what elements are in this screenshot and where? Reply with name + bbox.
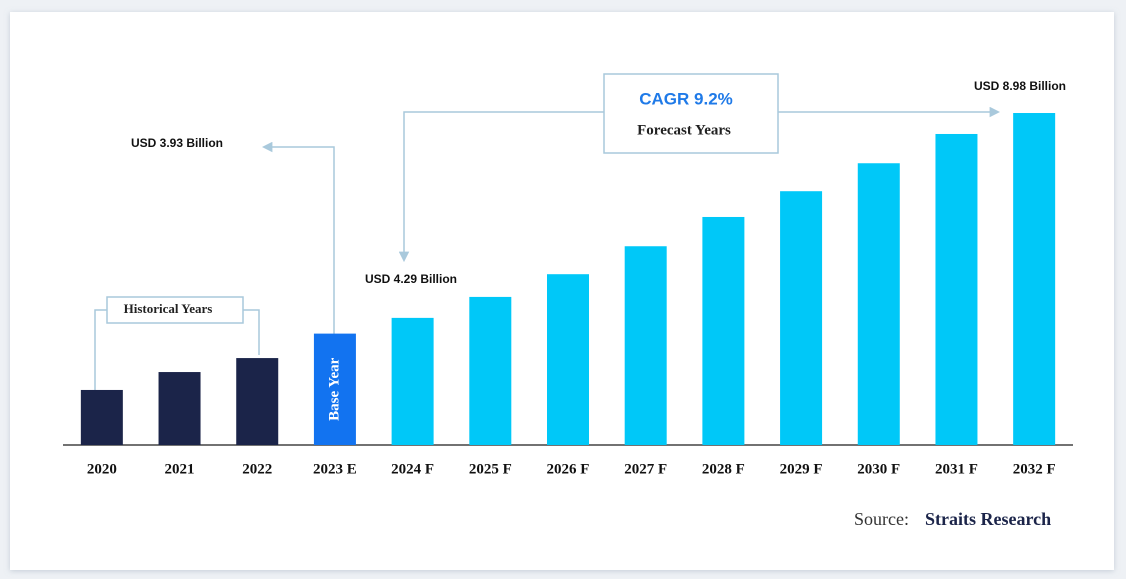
bar (780, 191, 823, 445)
bar (80, 389, 123, 445)
x-tick-label: 2025 F (469, 461, 512, 477)
x-tick-label: 2031 F (935, 461, 978, 477)
historical-label: Historical Years (124, 301, 213, 316)
cagr-label: CAGR 9.2% (639, 89, 733, 108)
bar (313, 333, 356, 445)
x-tick-label: 2024 F (391, 461, 434, 477)
x-tick-label: 2021 (165, 461, 195, 477)
forecast-label: Forecast Years (637, 122, 731, 138)
bar (702, 216, 745, 445)
x-tick-label: 2023 E (313, 461, 357, 477)
forecast-arrow-left (398, 111, 604, 263)
x-tick-label: 2026 F (547, 461, 590, 477)
source-name: Straits Research (925, 509, 1051, 529)
x-tick-label: 2027 F (624, 461, 667, 477)
x-tick-label: 2029 F (780, 461, 823, 477)
value-label: USD 8.98 Billion (974, 79, 1066, 93)
x-tick-label: 2022 (242, 461, 272, 477)
value-label: USD 3.93 Billion (131, 136, 223, 150)
base-year-label: Base Year (326, 357, 342, 421)
base-arrow (261, 141, 335, 343)
bar (1013, 113, 1056, 446)
x-tick-label: 2020 (87, 461, 117, 477)
source-prefix: Source: (854, 509, 909, 529)
historical-box (106, 296, 244, 324)
bar (935, 133, 978, 445)
value-label: USD 4.29 Billion (365, 272, 457, 286)
bar (469, 296, 512, 445)
x-tick-label: 2030 F (857, 461, 900, 477)
bar (236, 358, 279, 445)
bar (391, 317, 434, 445)
x-tick-label: 2028 F (702, 461, 745, 477)
bar (547, 274, 589, 445)
historical-bracket (94, 309, 260, 390)
x-tick-label: 2032 F (1013, 461, 1056, 477)
bar (624, 246, 667, 445)
bar (857, 163, 900, 445)
cagr-box (603, 73, 779, 154)
bar (158, 372, 201, 445)
